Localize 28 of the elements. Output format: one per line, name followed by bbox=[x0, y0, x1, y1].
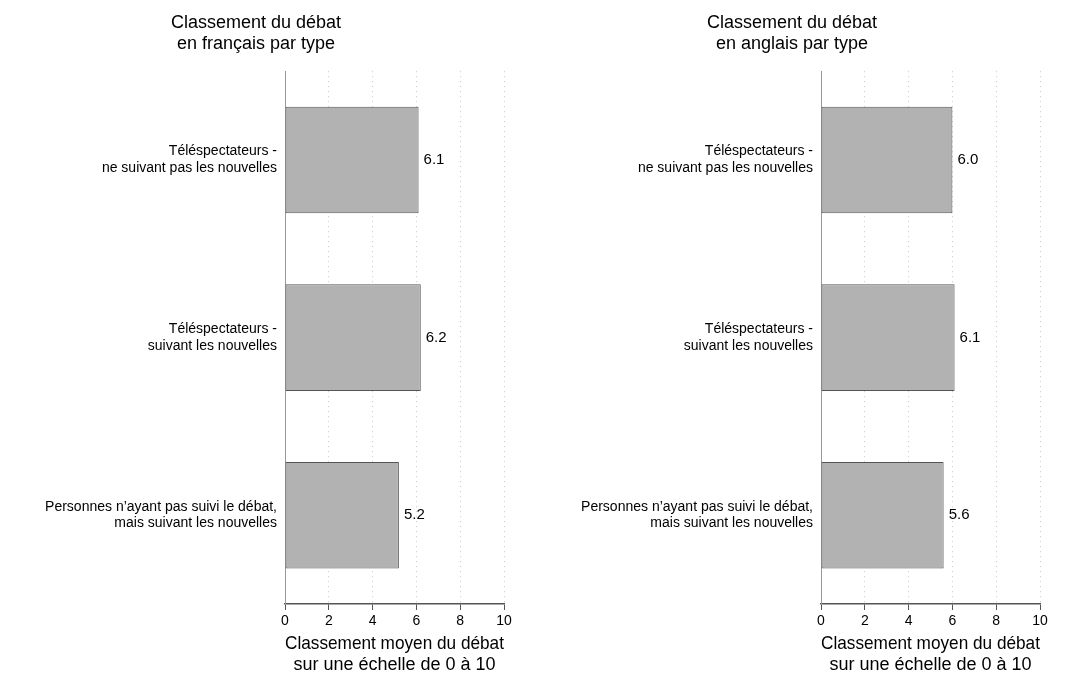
y-tick-label: Personnes n’ayant pas suivi le débat, mais suivant les nouvelles bbox=[45, 497, 277, 531]
data-label: 6.2 bbox=[425, 327, 447, 345]
data-label: 6.0 bbox=[957, 150, 979, 168]
x-tick-label: 6 bbox=[412, 612, 421, 629]
chart-title: Classement du débat en anglais par type bbox=[706, 11, 878, 54]
data-label: 5.2 bbox=[403, 505, 425, 523]
y-tick-label: Personnes n’ayant pas suivi le débat, mais suivant les nouvelles bbox=[581, 497, 813, 531]
x-tick-label: 0 bbox=[281, 612, 290, 629]
data-label: 5.6 bbox=[948, 505, 970, 523]
y-tick-label: Téléspectateurs - ne suivant pas les nouvelles bbox=[101, 142, 278, 176]
x-tick-label: 2 bbox=[324, 612, 333, 629]
x-tick-label: 4 bbox=[368, 612, 377, 629]
x-axis-title: Classement moyen du débat sur une échelle de 0 à 10 bbox=[285, 632, 505, 675]
x-tick-label: 8 bbox=[992, 612, 1001, 629]
x-axis-title: Classement moyen du débat sur une échelle de 0 à 10 bbox=[821, 632, 1041, 675]
data-label: 6.1 bbox=[423, 150, 445, 168]
chart-title: Classement du débat en français par type bbox=[170, 11, 342, 54]
x-tick-label: 6 bbox=[948, 612, 957, 629]
y-tick-label: Téléspectateurs - suivant les nouvelles bbox=[683, 320, 814, 353]
x-tick-label: 10 bbox=[1032, 612, 1048, 629]
x-tick-label: 8 bbox=[456, 612, 465, 629]
y-tick-label: Téléspectateurs - suivant les nouvelles bbox=[147, 320, 278, 353]
x-tick-label: 10 bbox=[496, 612, 512, 629]
y-tick-label: Téléspectateurs - ne suivant pas les nouvelles bbox=[637, 142, 814, 176]
x-tick-label: 0 bbox=[817, 612, 826, 629]
data-label: 6.1 bbox=[959, 327, 981, 345]
x-tick-label: 4 bbox=[904, 612, 913, 629]
x-tick-label: 2 bbox=[860, 612, 869, 629]
